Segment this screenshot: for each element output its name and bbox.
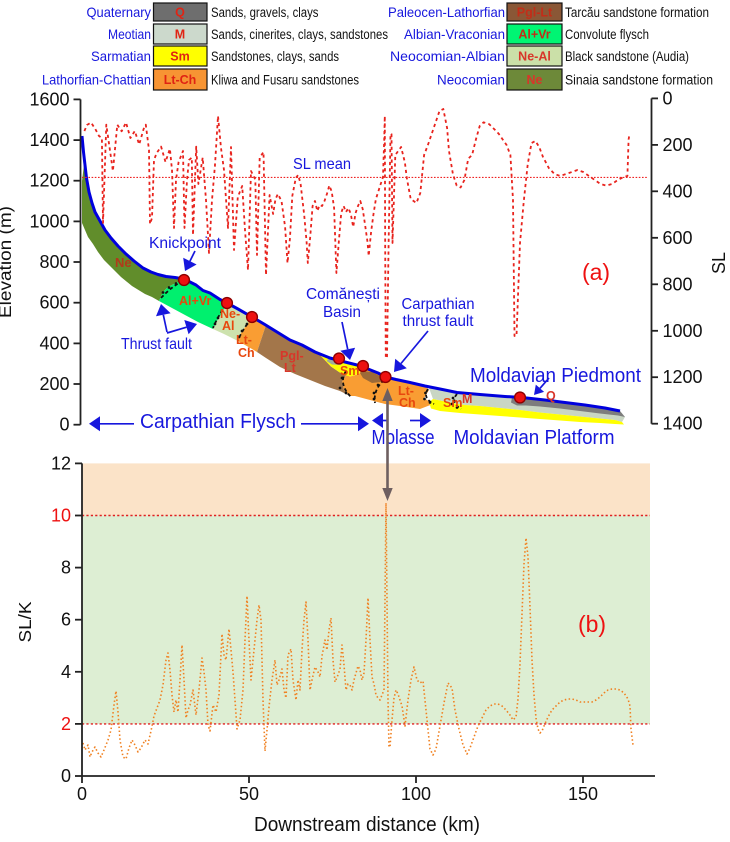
svg-text:1200: 1200 [29,171,69,191]
svg-text:Thrust fault: Thrust fault [121,336,192,353]
svg-text:4: 4 [61,662,71,682]
svg-text:Q: Q [546,389,556,403]
svg-text:Moldavian Platform: Moldavian Platform [454,427,615,449]
svg-text:1400: 1400 [29,130,69,150]
svg-text:Comănești: Comănești [306,286,380,303]
svg-text:Ne: Ne [115,255,132,270]
svg-text:Q: Q [175,6,185,20]
svg-text:Neocomian: Neocomian [437,72,505,88]
svg-text:6: 6 [61,610,71,630]
svg-text:600: 600 [663,228,693,248]
svg-text:0: 0 [663,88,673,108]
svg-text:200: 200 [663,135,693,155]
svg-text:0: 0 [61,766,71,786]
svg-text:1400: 1400 [663,414,703,434]
svg-text:Lt-: Lt- [236,333,252,347]
svg-text:Lt: Lt [284,361,297,375]
svg-text:Convolute flysch: Convolute flysch [565,27,649,42]
svg-text:Basin: Basin [323,304,361,321]
svg-text:800: 800 [39,252,69,272]
svg-text:M: M [462,392,472,406]
svg-text:1000: 1000 [663,321,703,341]
svg-text:SL/K: SL/K [15,601,35,642]
svg-text:Elevation (m): Elevation (m) [0,206,15,318]
svg-text:800: 800 [663,274,693,294]
svg-text:Kliwa and Fusaru sandstones: Kliwa and Fusaru sandstones [211,73,359,88]
svg-text:100: 100 [401,784,431,804]
svg-text:Ch: Ch [238,346,255,360]
svg-text:Quaternary: Quaternary [87,4,152,20]
svg-text:Ne-Al: Ne-Al [518,50,551,64]
svg-text:Al: Al [222,319,235,333]
svg-text:2: 2 [61,714,71,734]
svg-text:Molasse: Molasse [372,427,435,449]
svg-text:Moldavian Piedmont: Moldavian Piedmont [470,365,641,387]
svg-text:8: 8 [61,558,71,578]
svg-text:50: 50 [239,784,259,804]
svg-text:Sands, gravels, clays: Sands, gravels, clays [211,5,319,20]
svg-text:Sandstones, clays, sands: Sandstones, clays, sands [211,49,339,64]
svg-text:M: M [175,28,185,42]
svg-text:Sm: Sm [340,364,359,378]
svg-text:Neocomian-Albian: Neocomian-Albian [390,48,505,64]
svg-text:Ne: Ne [527,73,543,87]
svg-text:Black sandstone (Audia): Black sandstone (Audia) [565,49,689,64]
svg-text:Carpathian Flysch: Carpathian Flysch [140,411,296,433]
svg-text:Sarmatian: Sarmatian [91,48,151,64]
svg-text:Lt-Ch: Lt-Ch [164,73,197,87]
svg-text:400: 400 [663,181,693,201]
svg-text:Sm: Sm [443,396,462,410]
svg-text:1000: 1000 [29,211,69,231]
svg-text:SL mean: SL mean [293,156,351,173]
svg-text:Pgl-: Pgl- [280,349,304,363]
svg-text:Meotian: Meotian [108,26,151,42]
svg-text:Paleocen-Lathorfian: Paleocen-Lathorfian [388,4,505,20]
svg-text:Lt-: Lt- [398,384,414,398]
svg-text:Sinaia sandstone formation: Sinaia sandstone formation [565,73,713,88]
svg-text:Carpathian: Carpathian [402,296,475,313]
svg-text:Pgl-Lt: Pgl-Lt [517,6,553,20]
svg-text:600: 600 [39,293,69,313]
svg-text:Tarcău sandstone formation: Tarcău sandstone formation [565,5,709,20]
svg-text:0: 0 [77,784,87,804]
svg-text:Ch: Ch [399,396,416,410]
svg-text:Sm: Sm [170,50,189,64]
svg-text:200: 200 [39,374,69,394]
svg-text:Knickpoint: Knickpoint [149,235,222,252]
svg-text:1600: 1600 [29,89,69,109]
svg-text:150: 150 [568,784,598,804]
svg-text:(a): (a) [582,259,610,285]
svg-text:Downstream distance (km): Downstream distance (km) [254,814,480,836]
svg-text:Ne-: Ne- [220,307,240,321]
svg-text:Lathorfian-Chattian: Lathorfian-Chattian [42,72,151,88]
svg-text:SL: SL [709,252,729,274]
svg-text:thrust fault: thrust fault [403,313,475,330]
svg-text:Sands, cinerites, clays, sands: Sands, cinerites, clays, sandstones [211,27,388,42]
svg-text:Al+Vr: Al+Vr [179,294,211,308]
svg-text:Albian-Vraconian: Albian-Vraconian [404,26,505,42]
svg-text:0: 0 [59,415,69,435]
svg-text:12: 12 [51,453,71,473]
svg-text:10: 10 [51,506,71,526]
svg-text:1200: 1200 [663,367,703,387]
svg-text:400: 400 [39,333,69,353]
svg-text:Al+Vr: Al+Vr [518,28,550,42]
svg-text:(b): (b) [578,611,606,637]
